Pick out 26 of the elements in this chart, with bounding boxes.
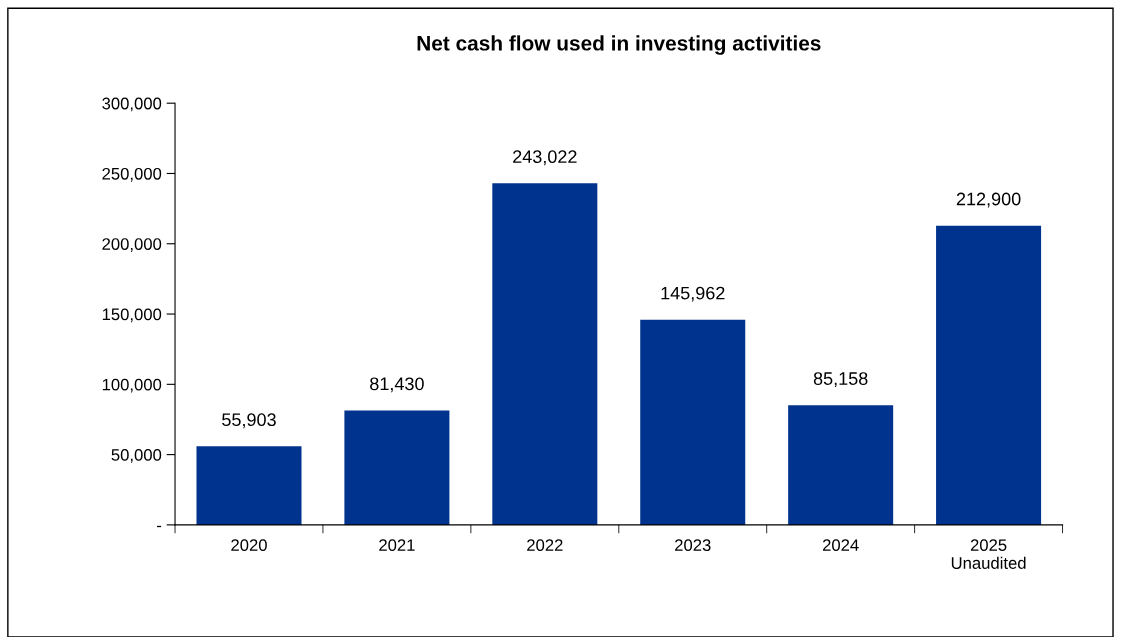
x-tick-label: 2022 [527,539,563,552]
x-tick-label: 2024 [822,539,859,552]
y-tick-label: 300,000 [102,97,162,112]
x-tick-label: 2020 [231,539,267,552]
x-tick-label: 2023 [675,539,711,552]
bar [196,446,302,525]
chart-title: Net cash flow used in investing activities [417,35,821,55]
bar [492,183,598,525]
bar [344,410,450,525]
bar [936,225,1042,525]
y-tick-label: - [157,525,162,528]
data-label: 85,158 [813,372,868,388]
data-label: 212,900 [956,192,1021,208]
y-tick-label: 100,000 [102,378,162,393]
y-tick-label: 200,000 [102,238,162,252]
data-label: 81,430 [370,377,424,393]
x-tick-label: 2021 [379,539,415,552]
bar [788,405,894,525]
data-label: 243,022 [513,150,577,166]
data-label: 55,903 [222,413,276,429]
bar [640,319,746,525]
x-tick-label: 2025 Unaudited [951,539,1026,569]
data-label: 145,962 [661,286,725,302]
y-tick-label: 150,000 [102,308,162,323]
y-tick-label: 250,000 [102,167,162,182]
y-tick-label: 50,000 [111,449,162,463]
